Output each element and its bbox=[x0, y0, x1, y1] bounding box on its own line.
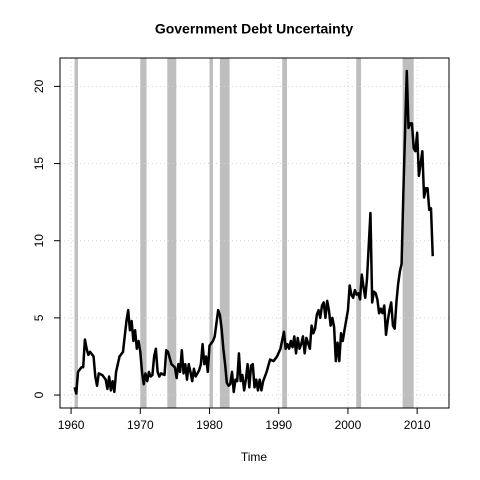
shaded-period bbox=[74, 58, 78, 408]
x-tick-label: 2010 bbox=[404, 418, 431, 432]
y-tick-label: 0 bbox=[32, 391, 46, 398]
x-tick-label: 2000 bbox=[335, 418, 362, 432]
x-tick-label: 1990 bbox=[265, 418, 292, 432]
shaded-period bbox=[219, 58, 230, 408]
shaded-period bbox=[356, 58, 362, 408]
shaded-period bbox=[402, 58, 414, 408]
shaded-period bbox=[140, 58, 147, 408]
y-tick-label: 15 bbox=[32, 157, 46, 171]
line-series bbox=[73, 69, 434, 395]
chart-title: Government Debt Uncertainty bbox=[155, 21, 354, 37]
y-tick-label: 20 bbox=[32, 79, 46, 93]
shaded-period bbox=[282, 58, 288, 408]
plot-border bbox=[59, 57, 450, 409]
x-tick-label: 1970 bbox=[127, 418, 154, 432]
x-axis-label: Time bbox=[241, 450, 268, 464]
x-tick-label: 1980 bbox=[196, 418, 223, 432]
y-tick-label: 10 bbox=[32, 234, 46, 248]
shaded-period bbox=[167, 58, 177, 408]
y-tick-label: 5 bbox=[32, 314, 46, 321]
x-tick-label: 1960 bbox=[58, 418, 85, 432]
shaded-period bbox=[209, 58, 213, 408]
